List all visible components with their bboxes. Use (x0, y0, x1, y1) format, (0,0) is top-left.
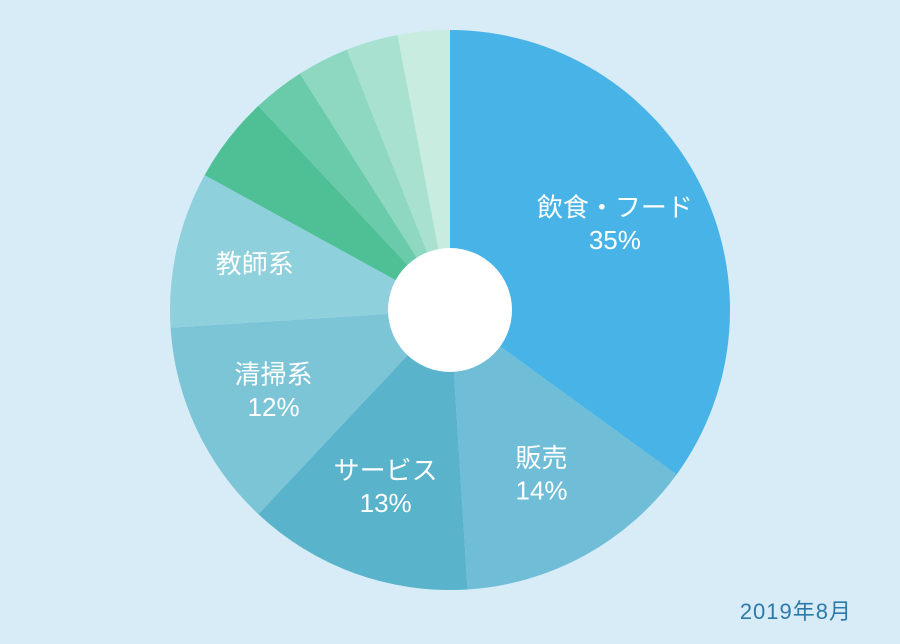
pie-svg: 飲食・フード35%販売14%サービス13%清掃系12%教師系 (0, 0, 900, 644)
date-caption: 2019年8月 (740, 594, 852, 626)
slice-label: 教師系 (216, 249, 294, 279)
pie-chart: 飲食・フード35%販売14%サービス13%清掃系12%教師系 (0, 0, 900, 644)
pie-center-hole (388, 248, 512, 372)
